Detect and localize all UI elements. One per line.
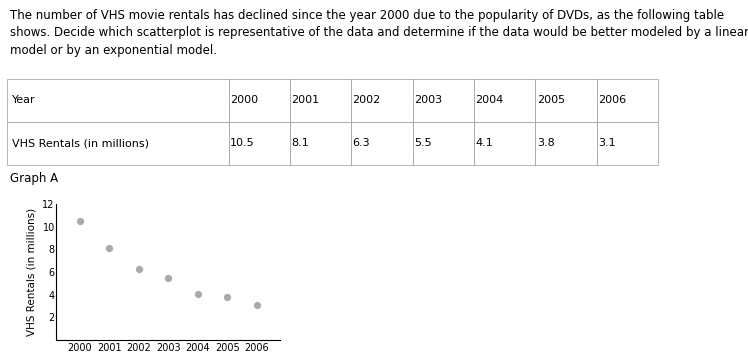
Point	[133, 266, 145, 271]
Point	[221, 294, 233, 300]
Point	[191, 291, 203, 296]
Point	[162, 275, 174, 281]
Y-axis label: VHS Rentals (in millions): VHS Rentals (in millions)	[27, 208, 37, 336]
Text: shows. Decide which scatterplot is representative of the data and determine if t: shows. Decide which scatterplot is repre…	[10, 26, 748, 39]
Point	[251, 302, 263, 308]
Text: The number of VHS movie rentals has declined since the year 2000 due to the popu: The number of VHS movie rentals has decl…	[10, 9, 724, 22]
Text: Graph A: Graph A	[10, 172, 58, 185]
Point	[74, 218, 86, 224]
Text: model or by an exponential model.: model or by an exponential model.	[10, 44, 217, 57]
Point	[103, 246, 115, 251]
